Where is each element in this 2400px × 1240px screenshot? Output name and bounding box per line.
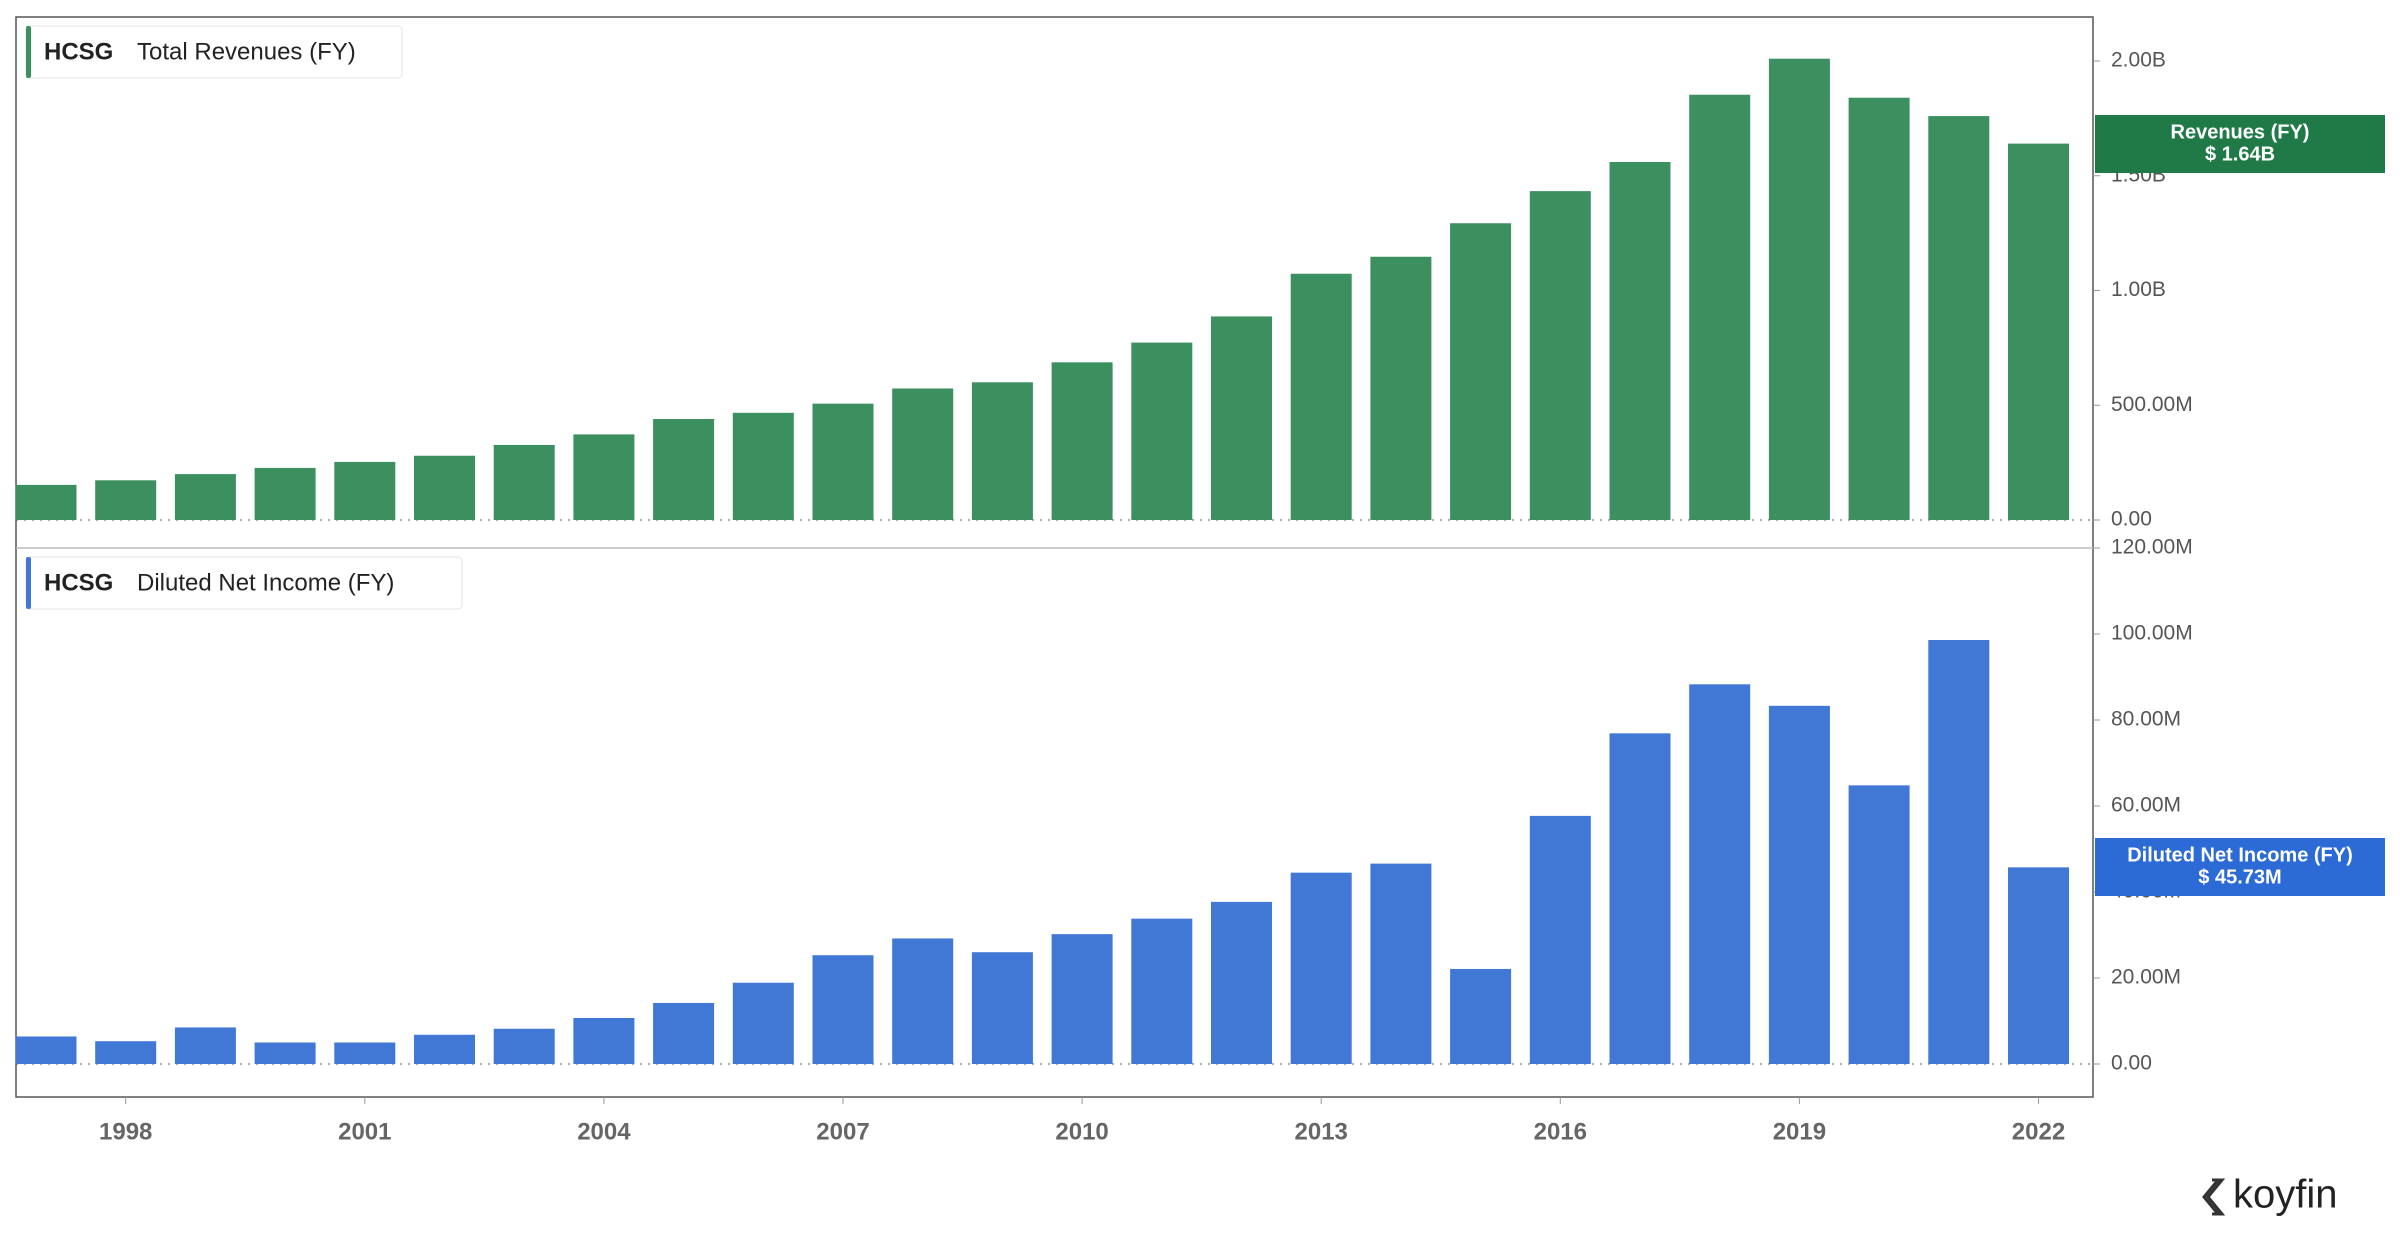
bar xyxy=(653,1002,715,1064)
bar xyxy=(573,434,635,520)
bar xyxy=(95,480,157,520)
bar xyxy=(1211,901,1272,1064)
bar xyxy=(1370,863,1432,1064)
bar xyxy=(1211,316,1272,520)
bar xyxy=(1689,684,1751,1064)
badge-name: Diluted Net Income (FY) xyxy=(2127,844,2353,866)
y-tick-label: 20.00M xyxy=(2111,966,2181,989)
y-tick-label: 0.00 xyxy=(2111,1052,2152,1075)
bar xyxy=(174,1027,236,1064)
logo-mark xyxy=(2202,1178,2226,1216)
y-tick-label: 2.00B xyxy=(2111,49,2166,72)
bar xyxy=(892,388,954,520)
x-tick-label: 2016 xyxy=(1534,1118,1587,1145)
bar xyxy=(1609,161,1671,521)
bar xyxy=(95,1041,157,1064)
bar xyxy=(15,484,77,520)
bar xyxy=(732,412,794,520)
bar xyxy=(1768,58,1830,520)
bar xyxy=(414,455,475,520)
bar xyxy=(1848,97,1910,520)
x-tick-label: 2007 xyxy=(816,1118,869,1145)
bar xyxy=(812,955,874,1064)
y-tick-label: 80.00M xyxy=(2111,708,2181,731)
bar xyxy=(1290,273,1352,520)
bar xyxy=(254,467,316,520)
bar xyxy=(15,1036,77,1064)
y-tick-label: 100.00M xyxy=(2111,622,2193,645)
value-label: $ 1.64B xyxy=(2205,143,2275,165)
x-tick-label: 1998 xyxy=(99,1118,152,1145)
bar xyxy=(334,461,396,520)
x-tick-label: 2019 xyxy=(1773,1118,1826,1145)
bar xyxy=(493,1028,555,1064)
x-tick-label: 2022 xyxy=(2012,1118,2065,1145)
bar xyxy=(174,474,236,520)
x-tick-label: 2004 xyxy=(577,1118,631,1145)
bar xyxy=(493,444,555,520)
x-tick-label: 2010 xyxy=(1055,1118,1108,1145)
legend-label: Total Revenues (FY) xyxy=(137,38,356,65)
y-tick-label: 120.00M xyxy=(2111,536,2193,559)
legend-ticker: HCSG xyxy=(44,569,113,596)
bar xyxy=(414,1034,475,1064)
bar xyxy=(971,952,1033,1064)
bar xyxy=(1290,872,1352,1064)
y-tick-label: 500.00M xyxy=(2111,393,2193,416)
bar xyxy=(254,1042,316,1064)
legend-ticker: HCSG xyxy=(44,38,113,65)
bar xyxy=(334,1042,396,1064)
bar xyxy=(2008,867,2069,1064)
badge-name: Revenues (FY) xyxy=(2171,121,2310,143)
legend-swatch xyxy=(26,557,31,609)
bar xyxy=(1450,968,1512,1064)
y-tick-label: 1.00B xyxy=(2111,278,2166,301)
bar xyxy=(1609,733,1671,1064)
brand-logo: koyfin xyxy=(2202,1173,2338,1217)
bar xyxy=(1450,223,1512,520)
legend-label: Diluted Net Income (FY) xyxy=(137,569,394,596)
bar xyxy=(1848,785,1910,1064)
bar xyxy=(2008,143,2069,520)
bar xyxy=(1529,191,1591,520)
bar xyxy=(573,1017,635,1064)
bar xyxy=(1131,342,1193,520)
bar xyxy=(1370,256,1432,520)
bar xyxy=(971,382,1033,520)
bar xyxy=(1529,815,1591,1064)
bar xyxy=(1928,116,1990,520)
legend-swatch xyxy=(26,26,31,78)
x-tick-label: 2013 xyxy=(1295,1118,1348,1145)
bar xyxy=(732,982,794,1064)
brand-name: koyfin xyxy=(2233,1173,2338,1217)
value-badge xyxy=(2095,838,2385,896)
bar xyxy=(1051,934,1113,1064)
value-label: $ 45.73M xyxy=(2198,866,2281,888)
bar xyxy=(1131,918,1193,1064)
bar xyxy=(1689,94,1751,520)
x-tick-label: 2001 xyxy=(338,1118,391,1145)
value-badge xyxy=(2095,115,2385,173)
y-tick-label: 0.00 xyxy=(2111,508,2152,531)
bar xyxy=(892,938,954,1064)
bar xyxy=(653,419,715,520)
bar xyxy=(1768,705,1830,1064)
bar xyxy=(1928,640,1990,1064)
y-tick-label: 60.00M xyxy=(2111,794,2181,817)
bar xyxy=(812,403,874,520)
bar xyxy=(1051,362,1113,520)
